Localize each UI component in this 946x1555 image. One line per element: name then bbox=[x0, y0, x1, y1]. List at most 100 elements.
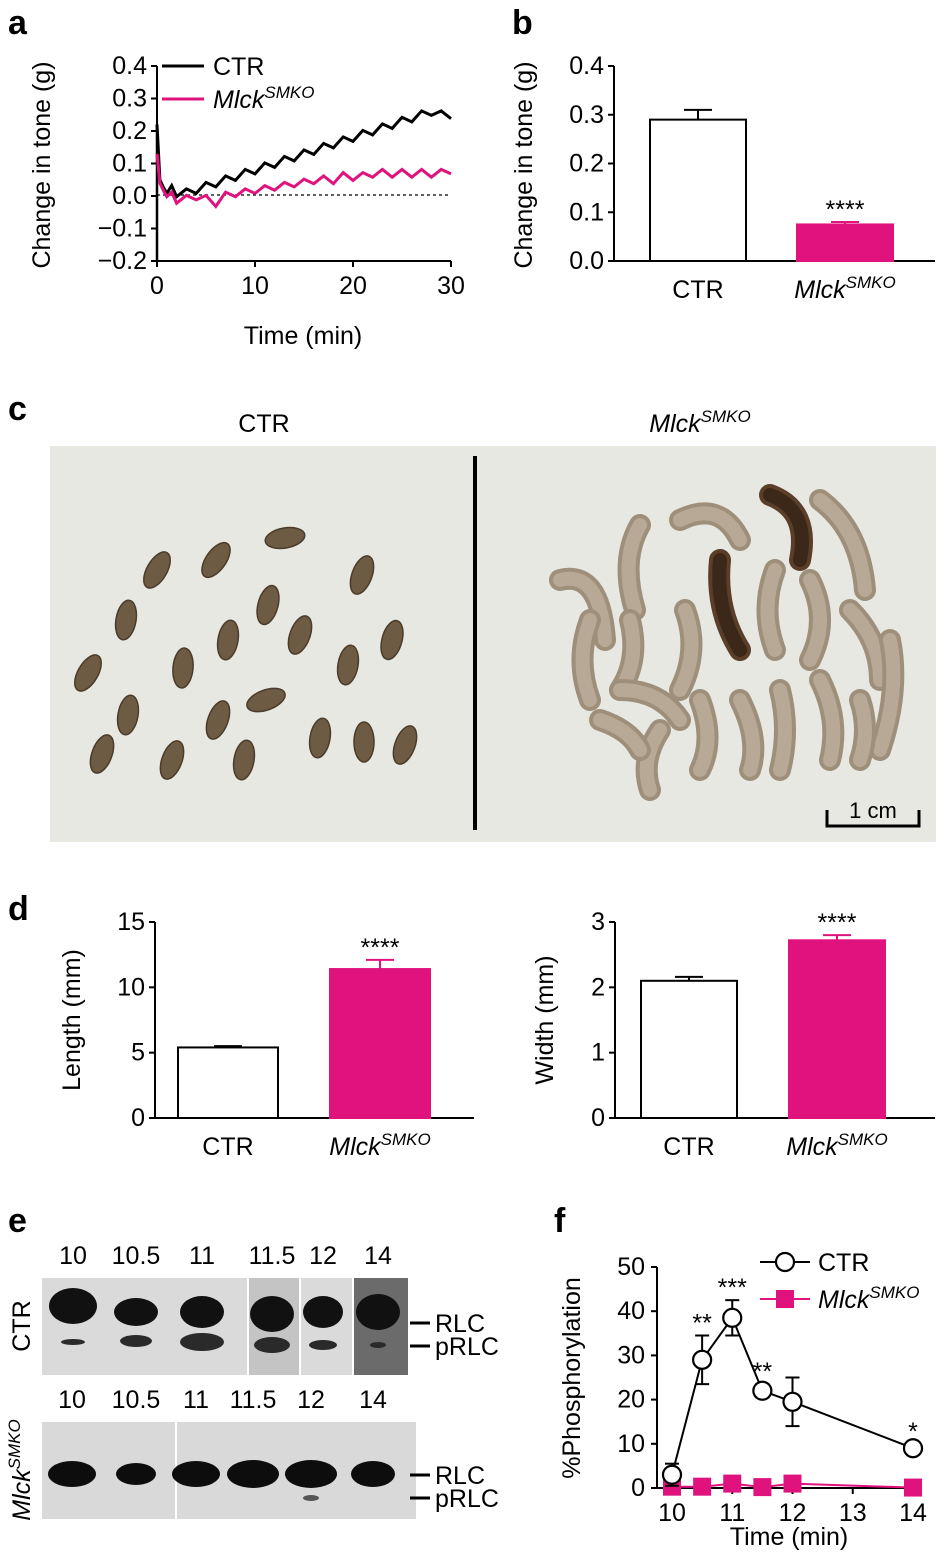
c-ctr-pellet bbox=[74, 654, 102, 692]
e-prlc-label: pRLC bbox=[435, 1333, 499, 1361]
e-blot: 10 10.5 11 11.5 12 14 10 10.5 11 11.5 12 14 CTR Ml… bbox=[5, 1242, 499, 1521]
b-bar-ctr bbox=[649, 118, 747, 262]
f-y-tick-label: 0 bbox=[631, 1474, 645, 1502]
f-y-tick-label: 30 bbox=[617, 1341, 645, 1369]
c-ctr-pellet bbox=[336, 644, 360, 686]
c-mlck-pellet-texture bbox=[639, 723, 667, 797]
e-mlck-rlc-band bbox=[48, 1461, 96, 1487]
e-mlck-lane-label: 11 bbox=[183, 1386, 209, 1414]
c-ctr-pellet bbox=[392, 725, 418, 765]
e-rlc-label: RLC bbox=[435, 1310, 485, 1338]
f-x-tick-label: 10 bbox=[658, 1499, 686, 1527]
a-y-label: Change in tone (g) bbox=[28, 61, 56, 268]
b-y-label: Change in tone (g) bbox=[510, 61, 538, 268]
a-y-tick-label: −0.2 bbox=[98, 247, 147, 275]
f-x-label: Time (min) bbox=[730, 1523, 849, 1551]
c-ctr-pellet bbox=[349, 555, 375, 595]
f-legend-ctr-label: CTR bbox=[818, 1249, 869, 1277]
e-rlc-label: RLC bbox=[435, 1462, 485, 1490]
d2-y-tick-label: 1 bbox=[591, 1039, 605, 1067]
e-ctr-lane-label: 10.5 bbox=[112, 1242, 161, 1270]
a-x-tick-label: 0 bbox=[150, 272, 164, 300]
c-mlck-pellet-texture bbox=[803, 573, 827, 667]
f-ctr-line bbox=[671, 1315, 914, 1475]
d2-bar-ctr bbox=[640, 979, 738, 1119]
c-ctr-pellet bbox=[116, 694, 140, 736]
c-ctr-pellet bbox=[143, 551, 171, 589]
f-ctr-point bbox=[752, 1380, 773, 1401]
c-ctr-pellets bbox=[74, 526, 418, 781]
a-y-tick-label: 0.2 bbox=[112, 117, 147, 145]
a-y-tick-label: 0.1 bbox=[112, 150, 147, 178]
d2-category-ctr: CTR bbox=[663, 1133, 714, 1161]
c-mlck-pellet-texture bbox=[575, 613, 597, 707]
panel-label-b: b bbox=[512, 4, 533, 42]
e-ctr-prlc-band bbox=[254, 1337, 290, 1353]
d1-category-ctr: CTR bbox=[202, 1133, 253, 1161]
e-mlck-lane-label: 12 bbox=[297, 1386, 325, 1414]
e-ctr-rlc-band bbox=[180, 1296, 224, 1328]
b-category-ctr: CTR bbox=[672, 276, 723, 304]
f-y-tick-label: 20 bbox=[617, 1386, 645, 1414]
b-y-tick-label: 0.1 bbox=[569, 198, 604, 226]
b-bar-mlck bbox=[796, 223, 894, 262]
c-ctr-pellet bbox=[114, 599, 138, 641]
a-y-tick-label: 0.3 bbox=[112, 85, 147, 113]
d1-bar-mlck bbox=[329, 968, 431, 1119]
b-y-tick-label: 0.2 bbox=[569, 150, 604, 178]
e-mlck-lane-label: 10 bbox=[58, 1386, 86, 1414]
a-y-tick-label: 0.0 bbox=[112, 182, 147, 210]
d1-y-tick-label: 10 bbox=[117, 973, 145, 1001]
e-prlc-label: pRLC bbox=[435, 1485, 499, 1513]
f-legend-mlck-marker bbox=[776, 1290, 794, 1308]
chart-d-length: 0 5 10 15 **** CTR MlckSMKO Length (mm) bbox=[58, 908, 474, 1161]
e-ctr-prlc-band bbox=[61, 1339, 85, 1345]
f-mlck-point bbox=[753, 1478, 772, 1497]
c-mlck-pellet-texture bbox=[673, 603, 699, 697]
c-ctr-pellet bbox=[246, 687, 286, 713]
chart-b: 0.0 0.1 0.2 0.3 0.4 **** CTR MlckSMKO Change… bbox=[510, 52, 935, 304]
b-y-tick-label: 0.3 bbox=[569, 101, 604, 129]
c-scale-label: 1 cm bbox=[849, 798, 897, 823]
d2-y-tick-label: 3 bbox=[591, 908, 605, 936]
f-mlck-point bbox=[723, 1474, 742, 1493]
c-mlck-pellet-texture bbox=[813, 673, 841, 767]
d1-y-tick-label: 15 bbox=[117, 908, 145, 936]
e-mlck-rlc-band bbox=[227, 1460, 279, 1488]
a-legend-mlck-label: MlckSMKO bbox=[213, 83, 314, 114]
c-ctr-pellet bbox=[256, 584, 280, 626]
c-mlck-pellet-texture bbox=[733, 693, 761, 777]
f-ctr-point bbox=[782, 1391, 803, 1412]
f-y-tick-label: 40 bbox=[617, 1297, 645, 1325]
e-ctr-prlc-band bbox=[370, 1342, 386, 1348]
c-mlck-pellet-texture bbox=[853, 693, 872, 767]
f-significance: * bbox=[908, 1418, 918, 1446]
c-mlck-pellet-texture bbox=[673, 506, 747, 547]
panel-label-d: d bbox=[8, 890, 29, 928]
b-significance: **** bbox=[826, 196, 865, 224]
e-ctr-rlc-band bbox=[356, 1294, 400, 1330]
c-mlck-pellet-texture bbox=[693, 693, 715, 777]
panel-label-c: c bbox=[8, 390, 27, 428]
panel-label-e: e bbox=[8, 1202, 27, 1240]
f-y-tick-label: 10 bbox=[617, 1430, 645, 1458]
c-ctr-pellet bbox=[205, 700, 231, 740]
a-series-ctr-line bbox=[155, 109, 452, 200]
c-mlck-pellet-texture bbox=[593, 713, 647, 757]
a-legend-ctr-label: CTR bbox=[213, 53, 264, 81]
c-ctr-pellet bbox=[308, 717, 332, 759]
e-mlck-lane-label: 14 bbox=[359, 1386, 387, 1414]
f-y-label: %Phosphorylation bbox=[558, 1277, 586, 1479]
f-mlck-point bbox=[693, 1477, 712, 1496]
e-mlck-rlc-band bbox=[172, 1461, 220, 1487]
c-photo-background bbox=[50, 446, 936, 842]
e-ctr-lane-label: 11.5 bbox=[249, 1242, 296, 1270]
f-legend-ctr-marker bbox=[774, 1251, 796, 1273]
c-scale-bar bbox=[825, 810, 921, 828]
a-x-tick-label: 30 bbox=[437, 272, 465, 300]
f-ctr-point bbox=[902, 1438, 924, 1459]
e-mlck-rlc-band bbox=[285, 1460, 337, 1488]
panel-label-f: f bbox=[554, 1202, 566, 1240]
